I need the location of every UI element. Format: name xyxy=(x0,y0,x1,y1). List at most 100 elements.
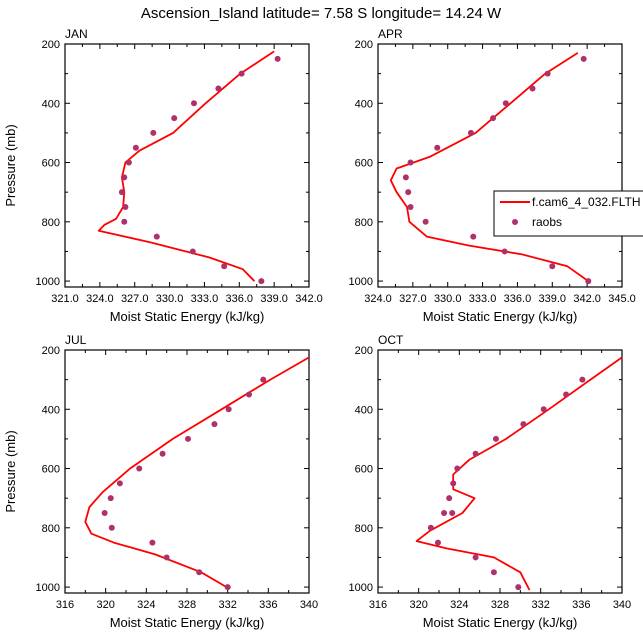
x-tick-label: 332 xyxy=(531,599,549,611)
x-tick-label: 332 xyxy=(218,599,236,611)
obs-point xyxy=(490,569,497,576)
obs-point xyxy=(450,480,457,487)
figure-title: Ascension_Island latitude= 7.58 S longit… xyxy=(141,5,502,22)
obs-point xyxy=(149,539,156,546)
obs-point xyxy=(107,495,114,502)
y-tick-label: 800 xyxy=(42,217,60,229)
obs-point xyxy=(501,248,508,255)
x-axis-title: Moist Static Energy (kJ/kg) xyxy=(423,309,578,324)
obs-point xyxy=(434,539,441,546)
obs-point xyxy=(211,421,218,428)
y-tick-label: 800 xyxy=(355,523,373,535)
obs-point xyxy=(159,450,166,457)
x-tick-label: 320 xyxy=(409,599,427,611)
x-axis-title: Moist Static Energy (kJ/kg) xyxy=(110,309,265,324)
y-axis-title: Pressure (mb) xyxy=(3,430,18,512)
obs-point xyxy=(150,129,157,136)
obs-point xyxy=(402,174,409,181)
obs-point xyxy=(225,406,232,413)
y-tick-label: 600 xyxy=(42,158,60,170)
y-tick-label: 600 xyxy=(355,158,373,170)
x-tick-label: 336 xyxy=(259,599,277,611)
x-tick-label: 324 xyxy=(450,599,468,611)
x-tick-label: 333.0 xyxy=(469,293,497,305)
x-tick-label: 324.0 xyxy=(86,293,114,305)
obs-point xyxy=(163,554,170,561)
x-tick-label: 339.0 xyxy=(539,293,567,305)
obs-point xyxy=(121,218,128,225)
obs-point xyxy=(125,159,132,166)
obs-point xyxy=(563,391,570,398)
obs-point xyxy=(238,70,245,77)
y-tick-label: 1000 xyxy=(349,276,373,288)
model-line xyxy=(389,52,589,282)
obs-point xyxy=(502,100,509,107)
obs-point xyxy=(407,203,414,210)
obs-point xyxy=(132,144,139,151)
obs-point xyxy=(101,509,108,516)
panels-group: JAN 321.0 324.0 327.0 330.0 333.0 336.0 339.0 34… xyxy=(3,27,636,630)
y-tick-label: 200 xyxy=(355,345,373,357)
obs-point xyxy=(467,129,474,136)
y-tick-label: 1000 xyxy=(36,582,60,594)
legend-box xyxy=(493,190,643,237)
obs-point xyxy=(407,159,414,166)
x-tick-label: 333.0 xyxy=(191,293,219,305)
x-tick-label: 336.0 xyxy=(226,293,254,305)
legend-model-label: f.cam6_4_032.FLTH xyxy=(532,195,641,209)
x-axis-title: Moist Static Energy (kJ/kg) xyxy=(423,615,578,630)
x-tick-label: 336.0 xyxy=(504,293,532,305)
model-line xyxy=(97,50,275,282)
x-tick-label: 320 xyxy=(96,599,114,611)
y-tick-label: 200 xyxy=(42,345,60,357)
obs-point xyxy=(515,584,522,591)
plot-frame xyxy=(377,349,623,594)
x-tick-label: 342.0 xyxy=(295,293,323,305)
obs-point xyxy=(446,495,453,502)
panel-jan: JAN 321.0 324.0 327.0 330.0 333.0 336.0 339.0 34… xyxy=(3,27,323,324)
x-tick-label: 328 xyxy=(491,599,509,611)
obs-point xyxy=(116,480,123,487)
obs-point xyxy=(472,450,479,457)
x-tick-label: 340 xyxy=(300,599,318,611)
x-axis-title: Moist Static Energy (kJ/kg) xyxy=(110,615,265,630)
obs-point xyxy=(470,233,477,240)
x-tick-label: 321.0 xyxy=(51,293,79,305)
panel-label: APR xyxy=(378,27,403,41)
obs-point xyxy=(224,584,231,591)
legend: f.cam6_4_032.FLTH raobs xyxy=(493,190,643,237)
obs-point xyxy=(580,55,587,62)
x-tick-label: 340 xyxy=(613,599,631,611)
x-tick-label: 324 xyxy=(137,599,155,611)
panel-label: JAN xyxy=(65,27,88,41)
obs-point xyxy=(441,509,448,516)
obs-point xyxy=(196,569,203,576)
obs-point xyxy=(585,278,592,285)
obs-point xyxy=(529,85,536,92)
y-tick-label: 200 xyxy=(355,39,373,51)
x-tick-label: 336 xyxy=(572,599,590,611)
y-tick-label: 1000 xyxy=(349,582,373,594)
x-tick-label: 339.0 xyxy=(260,293,288,305)
obs-point xyxy=(260,376,267,383)
x-tick-label: 327.0 xyxy=(121,293,149,305)
obs-point xyxy=(490,115,497,122)
obs-point xyxy=(427,524,434,531)
y-tick-label: 600 xyxy=(355,464,373,476)
y-tick-label: 800 xyxy=(355,217,373,229)
obs-point xyxy=(185,435,192,442)
y-tick-label: 600 xyxy=(42,464,60,476)
x-tick-label: 342.0 xyxy=(573,293,601,305)
obs-point xyxy=(108,524,115,531)
plot-frame xyxy=(64,349,310,594)
obs-point xyxy=(449,509,456,516)
obs-point xyxy=(520,421,527,428)
obs-point xyxy=(221,263,228,270)
obs-point xyxy=(136,465,143,472)
y-tick-label: 400 xyxy=(355,404,373,416)
x-tick-label: 324.0 xyxy=(364,293,392,305)
obs-point xyxy=(153,233,160,240)
obs-point xyxy=(405,189,412,196)
y-tick-label: 1000 xyxy=(36,276,60,288)
